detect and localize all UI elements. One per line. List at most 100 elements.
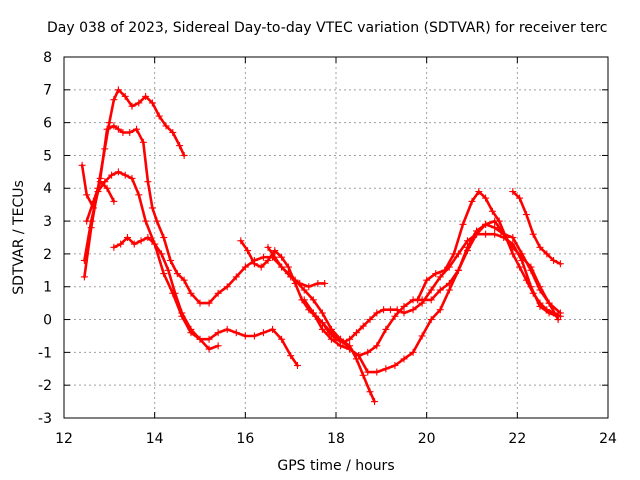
data-point [409, 306, 417, 314]
data-point [309, 296, 317, 304]
data-point [135, 191, 143, 199]
data-point [117, 240, 125, 248]
data-point [436, 306, 444, 314]
series-track-j [414, 188, 564, 320]
data-point [148, 204, 156, 212]
data-point [137, 237, 145, 245]
data-point [83, 217, 91, 225]
y-tick-label: 4 [43, 181, 52, 197]
data-point [359, 371, 367, 379]
data-point [167, 256, 175, 264]
data-point [391, 312, 399, 320]
data-point [366, 388, 374, 396]
y-tick-label: 2 [43, 247, 52, 263]
data-point [162, 122, 170, 130]
data-point [436, 286, 444, 294]
data-point [153, 217, 161, 225]
data-point [337, 342, 345, 350]
data-point [366, 316, 374, 324]
data-point [373, 368, 381, 376]
data-point [110, 96, 118, 104]
x-axis-label: GPS time / hours [277, 458, 394, 474]
data-point [468, 197, 476, 205]
data-point [293, 361, 301, 369]
data-point [318, 325, 326, 333]
data-point [232, 329, 240, 337]
data-point [114, 125, 122, 133]
data-point [128, 174, 136, 182]
data-point [214, 289, 222, 297]
data-point [516, 263, 524, 271]
data-point [237, 237, 245, 245]
data-point [300, 286, 308, 294]
data-point [214, 342, 222, 350]
data-point [89, 197, 97, 205]
data-point [151, 240, 159, 248]
data-point [556, 260, 564, 268]
x-tick-label: 24 [599, 431, 617, 447]
data-point [108, 171, 116, 179]
data-point [142, 217, 150, 225]
data-point [327, 335, 335, 343]
data-point [450, 250, 458, 258]
data-point [157, 250, 165, 258]
data-point [543, 306, 551, 314]
data-point [522, 211, 530, 219]
data-point [96, 178, 104, 186]
y-tick-label: 8 [43, 50, 52, 66]
x-tick-label: 12 [55, 431, 73, 447]
data-point [187, 289, 195, 297]
data-point [409, 348, 417, 356]
data-point [386, 306, 394, 314]
series-track-d [83, 178, 118, 225]
data-point [291, 276, 299, 284]
data-point [529, 230, 537, 238]
data-point [454, 266, 462, 274]
data-point [536, 299, 544, 307]
data-point [259, 253, 267, 261]
data-point [135, 99, 143, 107]
data-point [196, 299, 204, 307]
data-point [536, 243, 544, 251]
data-point [518, 250, 526, 258]
y-tick-label: 6 [43, 116, 52, 132]
data-point [436, 273, 444, 281]
data-point [142, 92, 150, 100]
data-point [180, 276, 188, 284]
data-point [223, 283, 231, 291]
series-track-k [509, 188, 564, 268]
data-point [509, 250, 517, 258]
data-point [128, 102, 136, 110]
data-point [223, 325, 231, 333]
data-point [318, 319, 326, 327]
data-point [123, 234, 131, 241]
plot-frame [63, 56, 609, 419]
data-point [527, 266, 535, 274]
data-point [321, 279, 329, 287]
data-point [214, 329, 222, 337]
data-point [105, 119, 113, 127]
data-point [441, 266, 449, 274]
data-point [400, 302, 408, 310]
data-point [264, 256, 272, 264]
data-point [400, 309, 408, 317]
y-tick-label: 1 [43, 280, 52, 296]
data-point [232, 273, 240, 281]
series-track-e [110, 234, 222, 353]
data-point [178, 309, 186, 317]
data-point [556, 312, 564, 320]
data-point [121, 92, 129, 100]
data-point [144, 178, 152, 186]
data-point [287, 352, 295, 360]
x-tick-label: 20 [418, 431, 436, 447]
x-tick-label: 14 [146, 431, 164, 447]
data-point [491, 224, 499, 232]
data-point [337, 335, 345, 343]
data-point [133, 125, 141, 133]
data-point [205, 345, 213, 353]
data-point [155, 112, 163, 120]
data-point [482, 230, 490, 238]
data-point [491, 230, 499, 238]
data-point [126, 128, 134, 136]
